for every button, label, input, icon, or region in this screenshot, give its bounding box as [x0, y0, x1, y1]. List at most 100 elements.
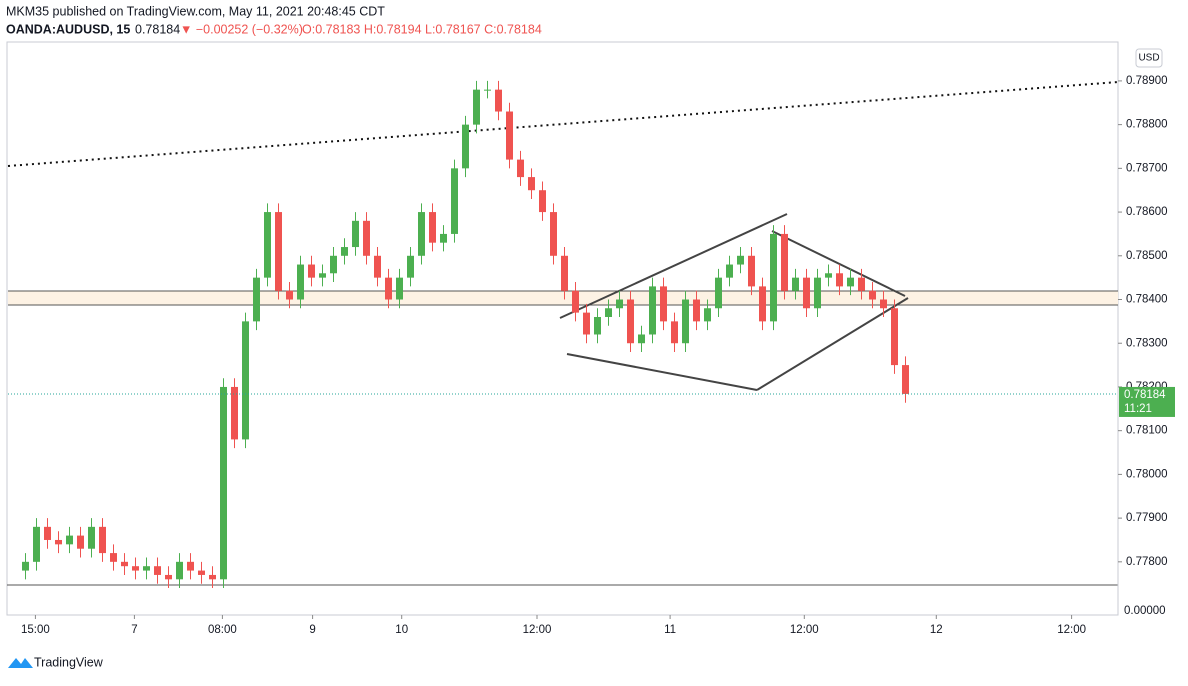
- candle-body: [220, 386, 227, 580]
- pattern-line: [559, 213, 788, 319]
- candle-body: [704, 308, 711, 322]
- candle-body: [77, 535, 84, 549]
- candle-body: [495, 89, 502, 112]
- y-tick-label: 0.78000: [1126, 468, 1168, 480]
- candle-body: [748, 255, 755, 287]
- brand: TradingView: [34, 655, 104, 669]
- candle-body: [451, 168, 458, 234]
- candle-body: [165, 574, 172, 580]
- y-tick-label: 0.78900: [1126, 75, 1168, 87]
- x-tick-label: 11: [664, 624, 676, 636]
- y-tick-label: 0.78600: [1126, 206, 1168, 218]
- candle-body: [462, 124, 469, 169]
- candle-body: [759, 286, 766, 322]
- candle-body: [880, 299, 887, 309]
- candle-body: [99, 526, 106, 554]
- currency-box: [1135, 48, 1163, 68]
- candle-body: [253, 277, 260, 322]
- candle-body: [836, 273, 843, 287]
- candle-body: [242, 321, 249, 440]
- y-tick-label: 0.78400: [1126, 294, 1168, 306]
- candle-body: [55, 539, 62, 545]
- candle-body: [418, 212, 425, 256]
- candle-body: [627, 299, 634, 344]
- candle-body: [792, 277, 799, 291]
- symbol: OANDA:AUDUSD, 15: [6, 22, 130, 36]
- pattern-line: [771, 230, 906, 297]
- candle-body: [374, 255, 381, 278]
- candle-body: [396, 277, 403, 300]
- change: ▼ −0.00252 (−0.32%): [180, 22, 303, 36]
- pattern-line: [566, 353, 758, 391]
- candle-body: [143, 566, 150, 571]
- candle-body: [187, 561, 194, 571]
- candle-body: [550, 212, 557, 256]
- candle-body: [308, 264, 315, 278]
- candle-body: [407, 255, 414, 278]
- candle-body: [517, 159, 524, 178]
- candle-body: [638, 334, 645, 344]
- x-tick-label: 15:00: [21, 624, 50, 636]
- candle-body: [176, 561, 183, 580]
- candle-body: [726, 264, 733, 278]
- candle-body: [781, 233, 788, 291]
- candle-body: [209, 574, 216, 580]
- candle-body: [121, 561, 128, 567]
- brand-logo: [8, 658, 33, 668]
- candle-body: [858, 277, 865, 291]
- candle-body: [528, 177, 535, 191]
- ohlc: O:0.78183 H:0.78194 L:0.78167 C:0.78184: [302, 22, 542, 36]
- candle-body: [891, 308, 898, 366]
- candle-body: [440, 233, 447, 243]
- candle-body: [594, 316, 601, 335]
- y-tick-label: 0.78300: [1126, 337, 1168, 349]
- candle-body: [275, 212, 282, 291]
- pattern: [559, 213, 909, 391]
- lower-pane-tick: 0.00000: [1124, 605, 1166, 617]
- candle-body: [88, 526, 95, 549]
- candle-body: [506, 111, 513, 160]
- candle-body: [561, 255, 568, 291]
- y-tick-label: 0.77900: [1126, 512, 1168, 524]
- candle-body: [44, 526, 51, 540]
- publisher: MKM35 published on TradingView.com, May …: [6, 4, 385, 18]
- candle-body: [385, 277, 392, 300]
- y-tick-label: 0.77800: [1126, 556, 1168, 568]
- candle-body: [33, 526, 40, 562]
- x-tick-label: 9: [309, 624, 315, 636]
- candle-body: [715, 277, 722, 309]
- y-tick-label: 0.78700: [1126, 162, 1168, 174]
- candle-body: [605, 308, 612, 317]
- candle-body: [660, 286, 667, 322]
- candle-body: [231, 386, 238, 440]
- candle-body: [649, 286, 656, 335]
- candle-body: [902, 365, 909, 394]
- candle-body: [473, 89, 480, 125]
- candle-body: [737, 255, 744, 265]
- currency: USD: [1138, 53, 1159, 64]
- zone: [8, 291, 1118, 305]
- pattern-line: [756, 297, 909, 391]
- candle-body: [671, 321, 678, 344]
- candle-body: [319, 273, 326, 278]
- candle-body: [583, 312, 590, 335]
- x-tick-label: 7: [131, 624, 137, 636]
- candle-body: [814, 277, 821, 309]
- countdown: 11:21: [1124, 403, 1152, 415]
- candle-body: [429, 212, 436, 243]
- candle-body: [22, 561, 29, 571]
- candle-body: [363, 220, 370, 256]
- candle-body: [198, 570, 205, 575]
- candle-body: [286, 290, 293, 300]
- y-tick-label: 0.78100: [1126, 425, 1168, 437]
- x-tick-label: 12: [930, 624, 943, 636]
- x-tick-label: 12:00: [1057, 624, 1086, 636]
- candle-body: [539, 190, 546, 213]
- candle-body: [132, 566, 139, 571]
- x-tick-label: 12:00: [523, 624, 552, 636]
- candle-body: [847, 277, 854, 287]
- y-tick-label: 0.78800: [1126, 119, 1168, 131]
